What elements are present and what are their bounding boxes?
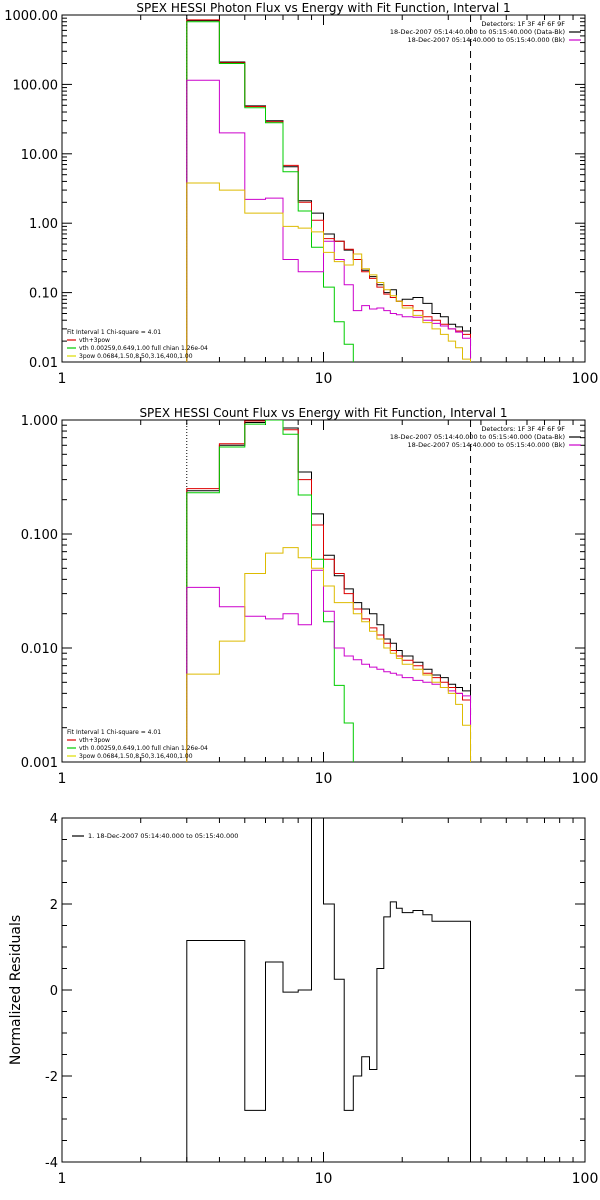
series-line xyxy=(186,20,471,362)
legend-entry: Detectors: 1F 3F 4F 6F 9F xyxy=(481,20,565,28)
y-tick-label: 0.10 xyxy=(29,287,58,302)
y-tick-label: -2 xyxy=(45,1070,58,1085)
series-line xyxy=(186,21,354,362)
series-line xyxy=(186,420,354,762)
y-tick-label: 0.01 xyxy=(29,356,58,371)
chart-panel-3: 1 10 100 -4 -2 0 2 4 Normalized Residuals 1. 18-D… xyxy=(8,812,598,1187)
y-tick-label: -4 xyxy=(45,1156,58,1171)
legend-entry: 1. 18-Dec-2007 05:14:40.000 to 05:15:40.… xyxy=(88,832,238,840)
legend-entry: 18-Dec-2007 05:14:40.000 to 05:15:40.000… xyxy=(390,433,565,441)
x-tick-label: 10 xyxy=(315,771,333,787)
chart-panel-2: SPEX HESSI Count Flux vs Energy with Fit… xyxy=(21,406,599,787)
y-tick-label: 0.100 xyxy=(21,528,58,543)
legend-entry: Fit Interval 1 Chi-square = 4.01 xyxy=(67,729,161,736)
y-axis-label: Normalized Residuals xyxy=(8,915,24,1065)
y-axis: -4 -2 0 2 4 xyxy=(45,812,585,1171)
chart-title: SPEX HESSI Photon Flux vs Energy with Fi… xyxy=(136,1,510,15)
legend-entry: Detectors: 1F 3F 4F 6F 9F xyxy=(481,425,565,433)
legend-entry: vth+3pow xyxy=(79,737,110,744)
legend-bottom-left: Fit Interval 1 Chi-square = 4.01vth+3pow… xyxy=(67,729,208,760)
x-axis: 1 10 100 xyxy=(58,15,599,387)
chart-panel-1: SPEX HESSI Photon Flux vs Energy with Fi… xyxy=(4,1,598,387)
y-tick-label: 1000.00 xyxy=(4,9,58,24)
y-axis: 0.01 0.10 1.00 10.00 100.00 1000.00 xyxy=(4,9,585,371)
series-line xyxy=(186,420,471,762)
series-group xyxy=(186,19,471,362)
y-tick-label: 2 xyxy=(50,898,58,913)
legend-top-left: 1. 18-Dec-2007 05:14:40.000 to 05:15:40.… xyxy=(72,832,238,840)
x-tick-label: 100 xyxy=(572,771,599,787)
legend-bottom-left: Fit Interval 1 Chi-square = 4.01vth+3pow… xyxy=(67,329,208,360)
x-tick-label: 1 xyxy=(58,771,67,787)
series-line xyxy=(186,79,471,362)
series-line xyxy=(186,19,471,362)
x-tick-label: 10 xyxy=(315,371,333,387)
x-tick-label: 100 xyxy=(572,371,599,387)
legend-entry: 18-Dec-2007 05:14:40.000 to 05:15:40.000… xyxy=(408,36,566,44)
y-tick-label: 100.00 xyxy=(13,78,59,93)
x-tick-label: 1 xyxy=(58,1171,67,1187)
series-group xyxy=(186,420,471,762)
legend-entry: 18-Dec-2007 05:14:40.000 to 05:15:40.000… xyxy=(408,441,566,449)
legend-entry: 18-Dec-2007 05:14:40.000 to 05:15:40.000… xyxy=(390,28,565,36)
x-tick-label: 1 xyxy=(58,371,67,387)
y-tick-label: 0 xyxy=(50,984,58,999)
chart-title: SPEX HESSI Count Flux vs Energy with Fit… xyxy=(139,406,507,420)
series-line xyxy=(186,182,471,362)
y-tick-label: 1.00 xyxy=(29,217,58,232)
series-line xyxy=(186,818,471,1162)
x-axis: 1 10 100 xyxy=(58,818,599,1187)
legend-entry: 3pow 0.0684,1.50,8.50,3.16,400,1.00 xyxy=(79,353,193,360)
x-axis: 1 10 100 xyxy=(58,420,599,787)
series-line xyxy=(186,569,471,762)
series-line xyxy=(186,547,471,762)
legend-entry: vth+3pow xyxy=(79,337,110,344)
y-tick-label: 10.00 xyxy=(21,148,58,163)
x-tick-label: 100 xyxy=(572,1171,599,1187)
legend-entry: 3pow 0.0684,1.50,8.50,3.16,400,1.00 xyxy=(79,753,193,760)
y-tick-label: 4 xyxy=(50,812,58,827)
series-line xyxy=(186,420,471,762)
x-tick-label: 10 xyxy=(315,1171,333,1187)
y-tick-label: 1.000 xyxy=(21,414,58,429)
y-tick-label: 0.001 xyxy=(21,756,58,771)
y-axis: 0.001 0.010 0.100 1.000 xyxy=(21,414,585,771)
legend-entry: Fit Interval 1 Chi-square = 4.01 xyxy=(67,329,161,336)
series-group xyxy=(186,818,471,1162)
legend-entry: vth 0.00259,0.649,1.00 full chian 1.26e-… xyxy=(79,345,208,352)
y-tick-label: 0.010 xyxy=(21,642,58,657)
plot-frame xyxy=(61,14,586,363)
legend-entry: vth 0.00259,0.649,1.00 full chian 1.26e-… xyxy=(79,745,208,752)
